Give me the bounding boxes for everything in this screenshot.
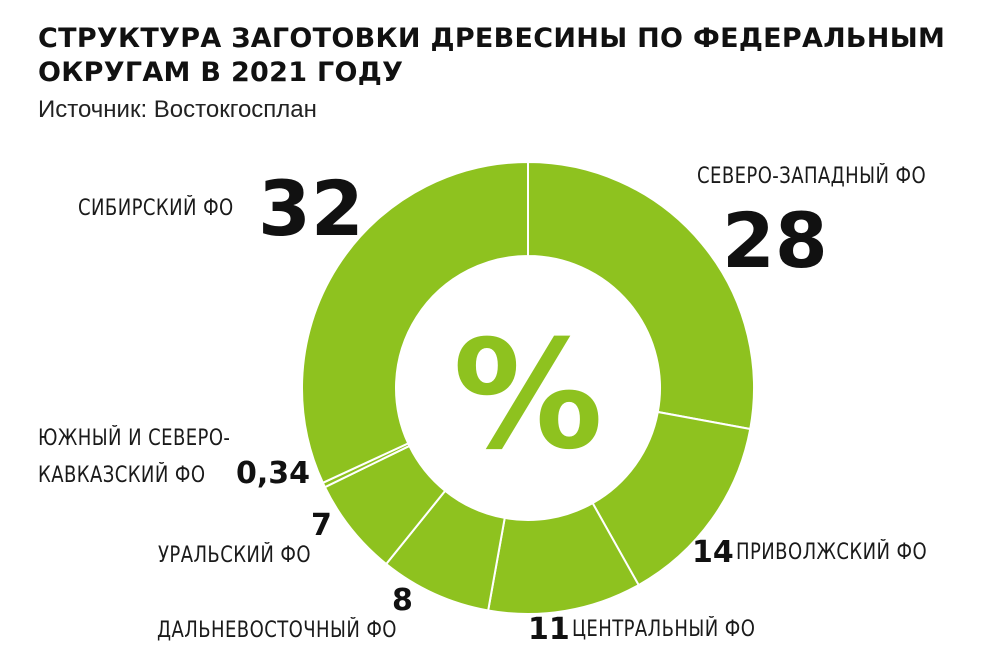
chart-title-line-1: СТРУКТУРА ЗАГОТОВКИ ДРЕВЕСИНЫ ПО ФЕДЕРАЛ… (38, 23, 946, 54)
value-central: 11 (528, 612, 570, 647)
value-ural: 7 (311, 508, 332, 543)
chart-title: СТРУКТУРА ЗАГОТОВКИ ДРЕВЕСИНЫ ПО ФЕДЕРАЛ… (38, 22, 978, 90)
slice-0 (527, 160, 755, 431)
value-northwest: 28 (722, 196, 828, 285)
source-note: Источник: Востокгосплан (38, 96, 317, 123)
chart-title-line-2: ОКРУГАМ В 2021 ГОДУ (38, 57, 404, 88)
center-percent-label: % (453, 309, 603, 483)
donut-slices (300, 160, 755, 615)
label-ural: УРАЛЬСКИЙ ФО (158, 543, 311, 568)
label-central: ЦЕНТРАЛЬНЫЙ ФО (572, 617, 756, 642)
label-south-line-2: КАВКАЗСКИЙ ФО (38, 463, 206, 488)
value-siberia: 32 (258, 164, 364, 253)
value-south: 0,34 (236, 456, 311, 491)
label-siberia: СИБИРСКИЙ ФО (78, 196, 234, 221)
value-volga: 14 (692, 535, 734, 570)
label-far-east: ДАЛЬНЕВОСТОЧНЫЙ ФО (157, 618, 397, 643)
value-far-east: 8 (392, 583, 413, 618)
slice-6 (300, 160, 529, 485)
label-south-line-1: ЮЖНЫЙ И СЕВЕРО- (38, 426, 231, 451)
label-volga: ПРИВОЛЖСКИЙ ФО (736, 540, 928, 565)
label-northwest: СЕВЕРО-ЗАПАДНЫЙ ФО (697, 164, 927, 189)
